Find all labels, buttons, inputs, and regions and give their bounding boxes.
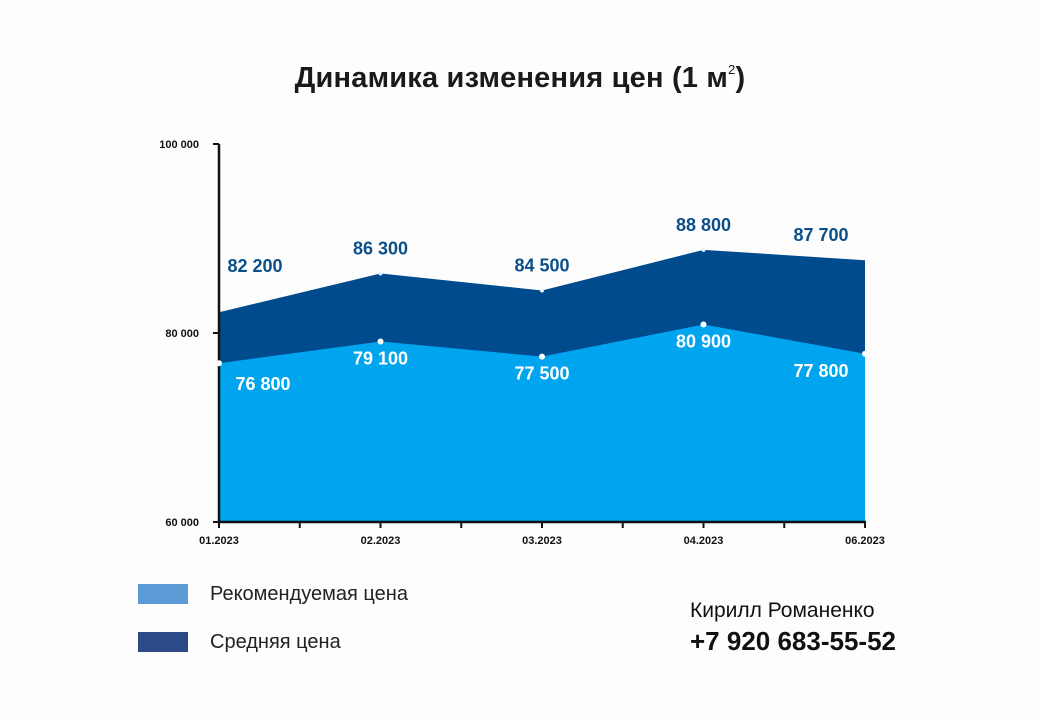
area-recommended-price [219, 324, 865, 522]
chart-title-close: ) [735, 62, 746, 94]
legend-label-recommended: Рекомендуемая цена [210, 582, 408, 605]
y-tick-label: 80 000 [165, 328, 199, 340]
data-label-recommended: 79 100 [353, 349, 408, 369]
chart-title: Динамика изменения цен (1 м2) [0, 62, 1040, 95]
contact-name: Кирилл Романенко [690, 599, 875, 622]
point-average [701, 247, 706, 252]
chart-title-text: Динамика изменения цен (1 м [294, 62, 729, 94]
legend-item-recommended: Рекомендуемая цена [138, 582, 408, 606]
y-tick-label: 60 000 [165, 517, 199, 529]
chart-title-superscript: 2 [728, 62, 736, 78]
x-tick-label: 06.2023 [845, 535, 885, 547]
legend: Рекомендуемая цена Средняя цена [138, 582, 408, 678]
point-recommended [216, 360, 222, 367]
legend-swatch-recommended [138, 584, 188, 604]
legend-swatch-average [138, 632, 188, 652]
data-label-recommended: 76 800 [235, 374, 290, 394]
data-label-recommended: 77 500 [514, 364, 569, 384]
x-tick-label: 03.2023 [522, 535, 562, 547]
x-tick-label: 04.2023 [684, 535, 724, 547]
legend-item-average: Средняя цена [138, 630, 408, 654]
data-label-average: 87 700 [793, 225, 848, 245]
chart-points [216, 247, 868, 367]
point-recommended [862, 350, 868, 357]
contact-phone: +7 920 683-55-52 [690, 626, 897, 656]
contact-block: Кирилл Романенко +7 920 683-55-52 [690, 598, 896, 658]
data-label-recommended: 80 900 [676, 331, 731, 351]
data-label-recommended: 77 800 [793, 361, 848, 381]
x-tick-label: 02.2023 [361, 535, 401, 547]
point-recommended [700, 321, 707, 328]
chart-areas [219, 249, 865, 522]
data-label-average: 88 800 [676, 215, 731, 235]
chart-data-labels: 82 200 86 300 84 500 88 800 87 700 76 800 79 1… [227, 215, 848, 394]
chart-axes: 60 000 80 000 100 000 01.2023 02.2023 03.2023… [159, 139, 885, 547]
point-average [378, 271, 383, 276]
point-average [540, 288, 544, 293]
y-tick-label: 100 000 [159, 139, 199, 151]
legend-label-average: Средняя цена [210, 630, 341, 653]
data-label-average: 86 300 [353, 238, 408, 258]
data-label-average: 82 200 [227, 256, 282, 276]
x-tick-label: 01.2023 [199, 535, 239, 547]
data-label-average: 84 500 [514, 255, 569, 275]
point-recommended [539, 353, 545, 360]
point-recommended [377, 338, 384, 345]
